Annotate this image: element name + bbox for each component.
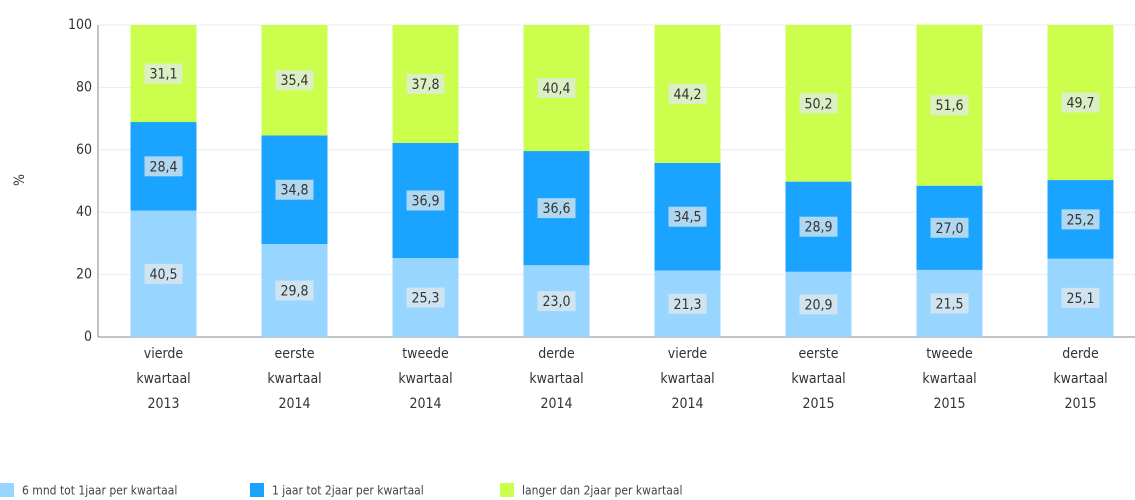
data-label-box [668, 206, 707, 227]
data-label-box [406, 190, 445, 211]
x-tick-label: tweede [926, 346, 973, 362]
data-label-box [537, 78, 576, 99]
x-tick-label: vierde [668, 346, 708, 362]
x-tick-label: kwartaal [398, 371, 452, 387]
data-label-box [537, 291, 576, 312]
data-label-box [144, 156, 183, 177]
data-label-box [930, 293, 969, 314]
data-label-box [799, 93, 838, 114]
x-tick-label: kwartaal [791, 371, 845, 387]
data-label: 34,8 [280, 183, 308, 199]
y-axis-label: % [12, 174, 28, 186]
data-label: 21,5 [935, 296, 963, 312]
legend-label: 6 mnd tot 1jaar per kwartaal [22, 484, 177, 498]
y-tick-label: 40 [76, 204, 92, 220]
x-tick-label: 2014 [278, 396, 310, 412]
data-label: 49,7 [1066, 96, 1094, 112]
legend-swatch [250, 483, 264, 497]
data-label: 37,8 [411, 77, 439, 93]
y-tick-label: 20 [76, 267, 92, 283]
data-label-box [1061, 287, 1100, 308]
legend-label: 1 jaar tot 2jaar per kwartaal [272, 484, 424, 498]
data-label-box [930, 217, 969, 238]
data-label: 29,8 [280, 284, 308, 300]
data-label: 36,6 [542, 201, 570, 217]
data-label-box [144, 263, 183, 284]
data-label-box [668, 293, 707, 314]
x-tick-label: eerste [275, 346, 315, 362]
x-tick-label: vierde [144, 346, 184, 362]
data-label: 34,5 [673, 210, 701, 226]
legend-swatch [0, 483, 14, 497]
data-label-box [275, 70, 314, 91]
x-tick-label: kwartaal [660, 371, 714, 387]
y-tick-label: 60 [76, 142, 92, 158]
x-tick-label: 2015 [1064, 396, 1096, 412]
x-tick-label: 2013 [147, 396, 179, 412]
x-tick-label: 2014 [671, 396, 703, 412]
x-tick-label: 2014 [409, 396, 441, 412]
data-label: 20,9 [804, 297, 832, 313]
data-label: 36,9 [411, 194, 439, 210]
data-label-box [275, 280, 314, 301]
data-label-box [1061, 92, 1100, 113]
data-label-box [1061, 209, 1100, 230]
data-label: 25,3 [411, 291, 439, 307]
x-tick-label: kwartaal [136, 371, 190, 387]
data-label: 21,3 [673, 297, 701, 313]
x-tick-label: 2015 [802, 396, 834, 412]
y-tick-label: 80 [76, 79, 92, 95]
x-tick-label: kwartaal [529, 371, 583, 387]
x-tick-label: kwartaal [267, 371, 321, 387]
data-label: 28,9 [804, 220, 832, 236]
x-tick-label: derde [538, 346, 575, 362]
legend-swatch [500, 483, 514, 497]
x-tick-label: kwartaal [922, 371, 976, 387]
x-tick-label: kwartaal [1053, 371, 1107, 387]
data-label: 27,0 [935, 221, 963, 237]
data-label: 50,2 [804, 96, 832, 112]
x-tick-label: 2015 [933, 396, 965, 412]
data-label-box [799, 294, 838, 315]
data-label-box [799, 216, 838, 237]
data-label: 23,0 [542, 294, 570, 310]
data-label: 51,6 [935, 98, 963, 114]
x-tick-label: eerste [799, 346, 839, 362]
data-label-box [406, 73, 445, 94]
data-label-box [930, 95, 969, 116]
y-tick-label: 100 [68, 17, 92, 33]
x-tick-label: tweede [402, 346, 449, 362]
legend-label: langer dan 2jaar per kwartaal [522, 484, 682, 498]
data-label-box [537, 198, 576, 219]
data-label: 25,1 [1066, 291, 1094, 307]
data-label-box [275, 179, 314, 200]
x-tick-label: 2014 [540, 396, 572, 412]
data-label-box [668, 83, 707, 104]
data-label: 40,4 [542, 81, 570, 97]
data-label-box [406, 287, 445, 308]
data-label: 40,5 [149, 267, 177, 283]
data-label: 44,2 [673, 87, 701, 103]
data-label: 31,1 [149, 67, 177, 83]
data-label: 28,4 [149, 159, 177, 175]
x-tick-label: derde [1062, 346, 1099, 362]
data-label-box [144, 63, 183, 84]
data-label: 25,2 [1066, 212, 1094, 228]
data-label: 35,4 [280, 73, 308, 89]
y-tick-label: 0 [84, 329, 92, 345]
